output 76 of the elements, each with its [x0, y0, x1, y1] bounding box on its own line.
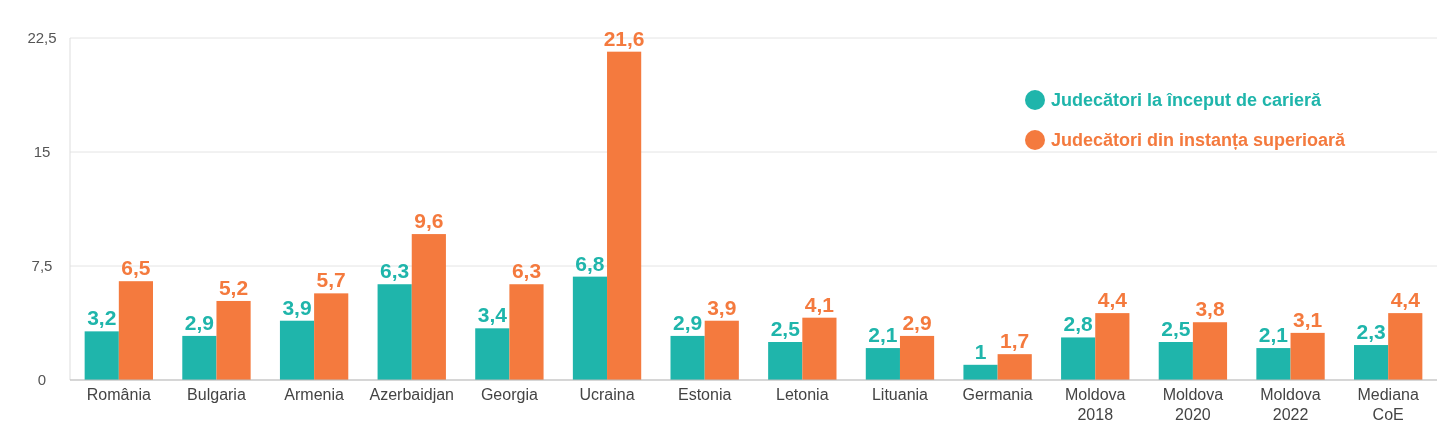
bar	[475, 328, 510, 380]
data-label: 3,1	[1293, 307, 1323, 331]
bar	[1192, 322, 1228, 380]
data-label: 21,6	[603, 26, 645, 50]
data-label: 4,4	[1097, 288, 1128, 312]
data-label: 5,7	[316, 268, 346, 292]
bar	[509, 284, 544, 380]
bar	[607, 51, 642, 380]
bar	[802, 317, 837, 380]
data-label: 1,7	[1000, 329, 1030, 353]
legend-label: Judecători la început de carieră	[1051, 90, 1323, 111]
x-tick-label: Moldova 2020	[1162, 386, 1224, 423]
bar	[704, 320, 739, 380]
x-tick-label: Bulgaria	[187, 386, 246, 403]
data-label: 3,2	[87, 306, 117, 330]
bar	[377, 284, 412, 380]
x-tick-label: România	[86, 386, 151, 403]
y-tick-label: 22,5	[27, 29, 57, 47]
data-label: 2,9	[902, 310, 932, 334]
legend-label: Judecători din instanța superioară	[1051, 130, 1347, 151]
data-label: 6,3	[511, 259, 542, 283]
data-label: 2,1	[868, 323, 898, 347]
bar	[899, 335, 935, 380]
x-tick-label: Lituania	[871, 386, 929, 403]
bar	[1158, 342, 1193, 380]
x-tick-label: Moldova 2022	[1260, 386, 1321, 423]
y-tick-label: 0	[37, 371, 47, 389]
data-label: 3,8	[1195, 297, 1225, 321]
data-label: 2,3	[1356, 320, 1386, 344]
x-tick-label: Armenia	[284, 386, 344, 403]
data-label: 3,4	[477, 303, 508, 327]
data-label: 2,5	[1161, 317, 1191, 340]
data-label: 4,1	[804, 292, 835, 316]
bar	[411, 234, 446, 380]
data-label: 1	[974, 339, 987, 363]
bar	[572, 276, 608, 380]
bar	[118, 281, 153, 380]
bar	[182, 335, 217, 380]
data-label: 9,6	[414, 209, 444, 233]
bar	[1095, 313, 1130, 380]
bar	[314, 293, 349, 380]
data-label: 6,5	[121, 256, 151, 280]
bar	[1388, 313, 1423, 380]
x-tick-label: Azerbaidjan	[369, 386, 454, 403]
data-label: 6,3	[380, 259, 410, 283]
data-label: 4,4	[1390, 288, 1421, 312]
bar	[1061, 337, 1096, 380]
data-label: 6,8	[575, 251, 605, 275]
data-label: 2,9	[184, 310, 214, 334]
x-tick-label: Estonia	[677, 386, 732, 403]
bar	[279, 320, 315, 380]
data-label: 2,5	[770, 317, 801, 340]
bar	[997, 354, 1032, 380]
bar	[1354, 345, 1389, 380]
data-label: 2,9	[672, 310, 703, 334]
x-tick-label: Germania	[962, 386, 1033, 403]
bar	[216, 300, 251, 380]
bar	[768, 342, 803, 380]
bar	[84, 331, 119, 380]
bar	[963, 364, 998, 380]
x-tick-label: Mediana CoE	[1357, 386, 1419, 423]
x-tick-label: Letonia	[776, 386, 829, 403]
bar	[865, 348, 900, 380]
bar	[1290, 332, 1325, 380]
data-label: 5,2	[218, 275, 249, 299]
y-tick-label: 7,5	[31, 257, 53, 275]
data-label: 2,8	[1063, 312, 1094, 336]
bar	[670, 335, 705, 380]
x-tick-label: Ucraina	[579, 386, 635, 403]
x-tick-label: Moldova 2018	[1065, 386, 1126, 423]
x-tick-label: Georgia	[480, 386, 538, 403]
data-label: 2,1	[1258, 323, 1289, 347]
data-label: 3,9	[707, 295, 737, 319]
data-label: 3,9	[282, 295, 312, 319]
y-tick-label: 15	[33, 143, 51, 161]
bar	[1256, 348, 1291, 380]
